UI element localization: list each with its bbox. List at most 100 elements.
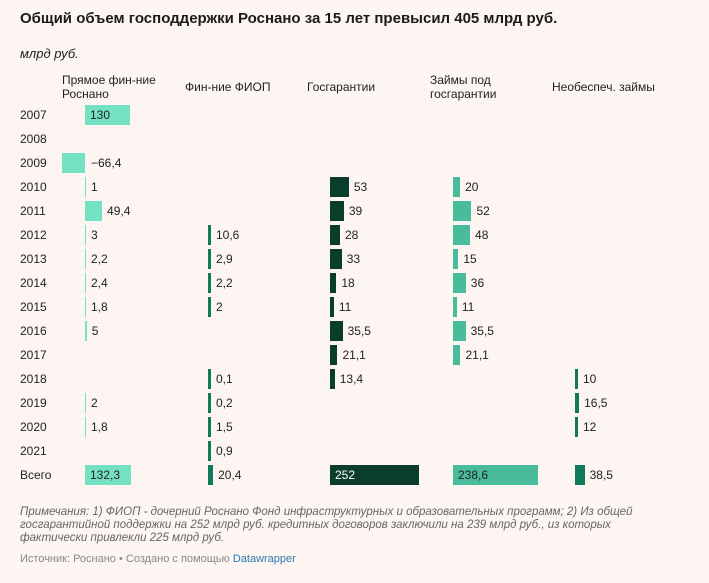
bar bbox=[85, 297, 86, 317]
bar bbox=[453, 249, 459, 269]
data-label: 1,8 bbox=[91, 300, 108, 314]
data-label: 2,2 bbox=[216, 276, 233, 290]
data-label: 20,4 bbox=[218, 468, 242, 482]
bar bbox=[330, 297, 334, 317]
data-label: 18 bbox=[341, 276, 355, 290]
bar bbox=[330, 249, 342, 269]
column-header-2: Госгарантии bbox=[307, 80, 375, 94]
data-label: 38,5 bbox=[589, 468, 613, 482]
source-text: Источник: Роснано • Создано с помощью bbox=[20, 553, 233, 565]
bar bbox=[575, 417, 578, 437]
data-label: 10 bbox=[583, 372, 597, 386]
bar bbox=[85, 465, 131, 485]
row-label: 2014 bbox=[20, 276, 47, 290]
bar bbox=[330, 273, 337, 293]
bar bbox=[575, 369, 578, 389]
row-label: 2010 bbox=[20, 180, 47, 194]
bar bbox=[85, 321, 87, 341]
bar bbox=[85, 225, 87, 245]
data-label: 2 bbox=[216, 300, 223, 314]
data-label: 28 bbox=[344, 228, 359, 242]
data-label: 252 bbox=[335, 468, 356, 482]
data-label: 0,2 bbox=[216, 396, 233, 410]
data-label: 130 bbox=[90, 108, 111, 122]
data-label: 1 bbox=[91, 180, 98, 194]
bar bbox=[330, 465, 420, 485]
data-label: 48 bbox=[475, 228, 489, 242]
data-label: 16,5 bbox=[584, 396, 608, 410]
bar bbox=[208, 465, 214, 485]
data-label: 12 bbox=[583, 420, 597, 434]
data-label: 1,8 bbox=[91, 420, 108, 434]
bar bbox=[330, 369, 335, 389]
bar bbox=[453, 465, 538, 485]
chart-source: Источник: Роснано • Создано с помощью Da… bbox=[20, 553, 296, 565]
data-label: 53 bbox=[353, 180, 368, 194]
column-header-line: Займы под bbox=[430, 73, 491, 87]
bar bbox=[330, 321, 343, 341]
column-header-line: госгарантии bbox=[430, 87, 497, 101]
data-label: 2 bbox=[91, 396, 98, 410]
bar bbox=[85, 417, 86, 437]
data-label: 15 bbox=[463, 252, 477, 266]
row-label: 2020 bbox=[20, 420, 47, 434]
datawrapper-link[interactable]: Datawrapper bbox=[232, 553, 296, 565]
bar bbox=[330, 177, 349, 197]
data-label: 238,6 bbox=[458, 468, 489, 482]
row-label: 2021 bbox=[20, 444, 47, 458]
data-label: 20 bbox=[465, 180, 479, 194]
bar bbox=[208, 225, 211, 245]
data-label: 49,4 bbox=[107, 204, 131, 218]
bar bbox=[453, 273, 466, 293]
bar bbox=[85, 201, 103, 221]
data-label: 21,1 bbox=[342, 348, 366, 362]
data-label: 0,9 bbox=[216, 444, 233, 458]
data-label: 13,4 bbox=[339, 372, 364, 386]
column-header-line: Роснано bbox=[62, 87, 109, 101]
data-label: 132,3 bbox=[90, 468, 121, 482]
bar bbox=[85, 105, 130, 125]
bar bbox=[208, 441, 211, 461]
bar bbox=[208, 369, 211, 389]
column-header-line: Необеспеч. займы bbox=[552, 80, 655, 94]
data-label: 5 bbox=[91, 324, 99, 338]
bar bbox=[208, 273, 211, 293]
chart-notes: Примечания: 1) ФИОП - дочерний Роснано Ф… bbox=[20, 506, 633, 544]
bar bbox=[575, 465, 585, 485]
column-header-3: Займы под госгарантии bbox=[430, 73, 496, 101]
row-label: 2009 bbox=[20, 156, 47, 170]
data-label: 52 bbox=[476, 204, 490, 218]
bar bbox=[330, 201, 344, 221]
column-header-line: Прямое фин-ние bbox=[62, 73, 156, 87]
data-label: 21,1 bbox=[465, 348, 489, 362]
row-label: Всего bbox=[20, 468, 52, 482]
column-header-1: Фин-ние ФИОП bbox=[185, 80, 271, 94]
data-label: 35,5 bbox=[347, 324, 371, 338]
bar bbox=[453, 225, 471, 245]
bar bbox=[62, 153, 85, 173]
row-label: 2012 bbox=[20, 228, 47, 242]
data-label: 33 bbox=[346, 252, 361, 266]
data-label: 10,6 bbox=[216, 228, 240, 242]
row-label: 2019 bbox=[20, 396, 47, 410]
bar bbox=[85, 273, 86, 293]
bar bbox=[330, 345, 338, 365]
data-label: 39 bbox=[348, 204, 363, 218]
data-label: 35,5 bbox=[470, 324, 494, 338]
bar bbox=[453, 177, 461, 197]
column-header-4: Необеспеч. займы bbox=[552, 80, 655, 94]
data-label: 11 bbox=[461, 300, 475, 314]
row-label: 2018 bbox=[20, 372, 47, 386]
bar bbox=[208, 297, 211, 317]
bar bbox=[453, 201, 472, 221]
bar bbox=[453, 321, 466, 341]
chart-subtitle: млрд руб. bbox=[20, 46, 79, 61]
row-label: 2013 bbox=[20, 252, 47, 266]
column-header-line: Госгарантии bbox=[307, 80, 376, 94]
bar bbox=[330, 225, 340, 245]
column-header-line: Фин-ние ФИОП bbox=[185, 80, 271, 94]
bar bbox=[208, 417, 211, 437]
bar bbox=[85, 249, 86, 269]
bar bbox=[453, 297, 457, 317]
bar bbox=[575, 393, 580, 413]
